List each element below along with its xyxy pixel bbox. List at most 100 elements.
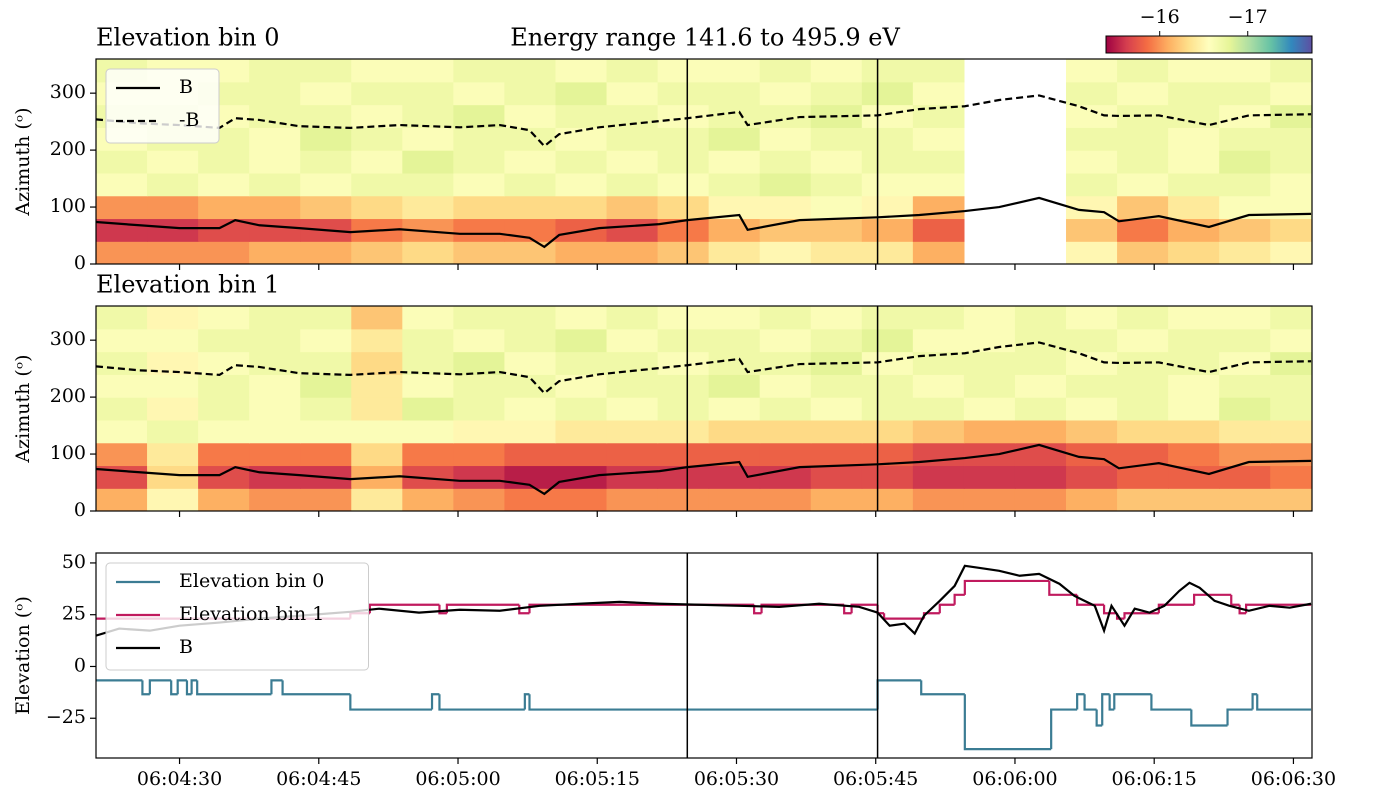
heatmap-cell (708, 241, 761, 264)
heatmap-cell (1270, 306, 1312, 330)
heatmap-cell (351, 59, 403, 83)
heatmap-cell (657, 172, 710, 197)
x-tick-label: 06:04:45 (276, 768, 361, 790)
heatmap-cell (300, 241, 352, 264)
step-segment (185, 680, 192, 696)
y-tick-label: 50 (62, 551, 86, 573)
heatmap-cell (606, 442, 659, 467)
heatmap-cell (708, 172, 761, 197)
heatmap-cell (810, 59, 863, 83)
heatmap-cell (300, 172, 352, 197)
step-segment (1113, 693, 1152, 710)
heatmap-cell (402, 328, 454, 353)
step-segment (148, 679, 172, 695)
colorbar (1105, 35, 1313, 54)
heatmap-cell (504, 104, 557, 128)
x-tick-label: 06:06:15 (1112, 768, 1197, 790)
x-tick-label: 06:04:30 (137, 768, 222, 790)
heatmap-cell (249, 419, 301, 444)
heatmap-cell (453, 81, 506, 106)
panel-title: Elevation bin 1 (96, 271, 280, 299)
heatmap-cell (1168, 419, 1220, 444)
heatmap-cell (147, 351, 199, 375)
heatmap-cell (453, 172, 506, 197)
heatmap-cell (657, 195, 710, 220)
heatmap-cell (147, 241, 199, 264)
heatmap-cell (606, 81, 659, 106)
heatmap-cell (402, 442, 454, 467)
heatmap-cell (1270, 465, 1312, 489)
heatmap-cell (300, 195, 352, 220)
heatmap-cell (198, 150, 250, 174)
heatmap-cell (1219, 328, 1271, 353)
x-tick-label: 06:05:30 (694, 768, 779, 790)
heatmap-cell (300, 488, 352, 511)
legend-label: B (179, 636, 193, 658)
step-segment (1226, 708, 1253, 726)
heatmap-cell (300, 104, 352, 128)
heatmap-cell (912, 374, 965, 398)
heatmap-cell (912, 488, 965, 511)
heatmap-cell (759, 488, 812, 511)
heatmap-cell (912, 328, 965, 353)
series-line (96, 564, 1312, 637)
step-segment (141, 680, 150, 696)
heatmap-cell (606, 127, 659, 151)
plot-frame (95, 305, 1313, 512)
heatmap-cell (708, 218, 761, 242)
heatmap-cell (861, 465, 914, 489)
heatmap-cell (657, 374, 710, 398)
heatmap-cell (249, 241, 301, 264)
heatmap-cell (759, 241, 812, 264)
y-tick-label: 200 (50, 138, 86, 160)
heatmap-cell (198, 172, 250, 197)
heatmap-cell (861, 172, 914, 197)
step-segment (438, 694, 525, 711)
heatmap-cell (1168, 81, 1220, 106)
heatmap-cell (657, 218, 710, 242)
heatmap-cell (657, 351, 710, 375)
heatmap-cell (1168, 127, 1220, 151)
heatmap-cell (1117, 59, 1169, 83)
heatmap-cell (249, 104, 301, 128)
heatmap-cell (1117, 328, 1169, 353)
heatmap-cell (657, 104, 710, 128)
heatmap-cell (1270, 150, 1312, 174)
heatmap-cell (147, 419, 199, 444)
heatmap-cell (861, 442, 914, 467)
heatmap-cell (1270, 374, 1312, 398)
heatmap-cell (1066, 351, 1118, 375)
heatmap-cell (1219, 306, 1271, 330)
y-tick-label: 200 (50, 385, 86, 407)
heatmap-cell (147, 306, 199, 330)
heatmap-cell (402, 351, 454, 375)
heatmap-cell (810, 241, 863, 264)
step-segment (430, 693, 440, 710)
x-tick-label: 06:05:00 (415, 768, 500, 790)
heatmap-cell (1066, 465, 1118, 489)
heatmap-cell (453, 241, 506, 264)
heatmap-cell (606, 172, 659, 197)
heatmap-cell (555, 241, 608, 264)
heatmap-cell (708, 195, 761, 220)
heatmap-cell (810, 306, 863, 330)
heatmap-cell (912, 419, 965, 444)
heatmap-cell (759, 81, 812, 106)
heatmap-cell (249, 81, 301, 106)
step-segment (1101, 693, 1110, 726)
heatmap-cell (300, 150, 352, 174)
heatmap-cell (198, 419, 250, 444)
heatmap-cell (657, 81, 710, 106)
legend-label: Elevation bin 1 (179, 603, 324, 625)
heatmap-cell (300, 127, 352, 151)
heatmap-cell (198, 306, 250, 330)
heatmap-cell (1270, 397, 1312, 421)
heatmap-cell (96, 306, 148, 330)
heatmap-cell (759, 195, 812, 220)
heatmap-cell (555, 81, 608, 106)
plot-frame (95, 552, 1313, 759)
heatmap-cell (1168, 172, 1220, 197)
heatmap-cell (453, 59, 506, 83)
legend-box (105, 562, 369, 671)
heatmap-cell (249, 442, 301, 467)
